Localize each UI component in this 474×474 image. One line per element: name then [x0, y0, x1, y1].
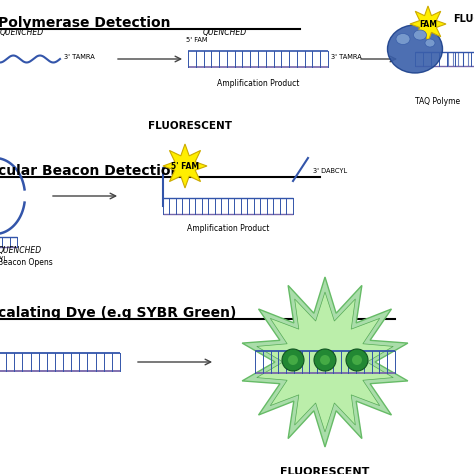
Text: QUENCHED: QUENCHED: [0, 28, 44, 37]
Text: FLUORESCENT: FLUORESCENT: [148, 121, 232, 131]
Circle shape: [320, 355, 330, 365]
Circle shape: [346, 349, 368, 371]
Circle shape: [314, 349, 336, 371]
Polygon shape: [410, 6, 446, 42]
Text: 3' DABCYL: 3' DABCYL: [313, 168, 347, 174]
Text: 3' TAMRA: 3' TAMRA: [331, 54, 362, 60]
Text: QUENCHED: QUENCHED: [0, 246, 42, 255]
Text: 5' FAM: 5' FAM: [171, 162, 199, 171]
Polygon shape: [242, 277, 408, 447]
Circle shape: [282, 349, 304, 371]
Circle shape: [288, 355, 298, 365]
Text: Amplification Product: Amplification Product: [217, 79, 299, 88]
Ellipse shape: [425, 39, 435, 47]
Ellipse shape: [388, 25, 443, 73]
Text: Polymerase Detection: Polymerase Detection: [0, 16, 171, 30]
Circle shape: [352, 355, 362, 365]
Text: 5' FAM: 5' FAM: [186, 37, 208, 43]
Text: FLUORE: FLUORE: [453, 14, 474, 24]
Text: QUENCHED: QUENCHED: [203, 28, 247, 37]
Text: TAQ Polyme: TAQ Polyme: [415, 97, 460, 106]
Text: 3' DABCYL: 3' DABCYL: [0, 256, 7, 262]
Polygon shape: [257, 292, 393, 432]
Text: 3' TAMRA: 3' TAMRA: [64, 54, 95, 60]
Text: Amplification Product: Amplification Product: [187, 224, 269, 233]
Text: FAM: FAM: [419, 19, 437, 28]
Polygon shape: [163, 144, 207, 188]
Ellipse shape: [413, 30, 427, 40]
Ellipse shape: [396, 34, 410, 45]
Text: Beacon Opens: Beacon Opens: [0, 258, 53, 267]
Text: FLUORESCENT: FLUORESCENT: [280, 467, 370, 474]
Text: cular Beacon Detection: cular Beacon Detection: [0, 164, 181, 178]
Text: calating Dye (e.g SYBR Green): calating Dye (e.g SYBR Green): [0, 306, 237, 320]
